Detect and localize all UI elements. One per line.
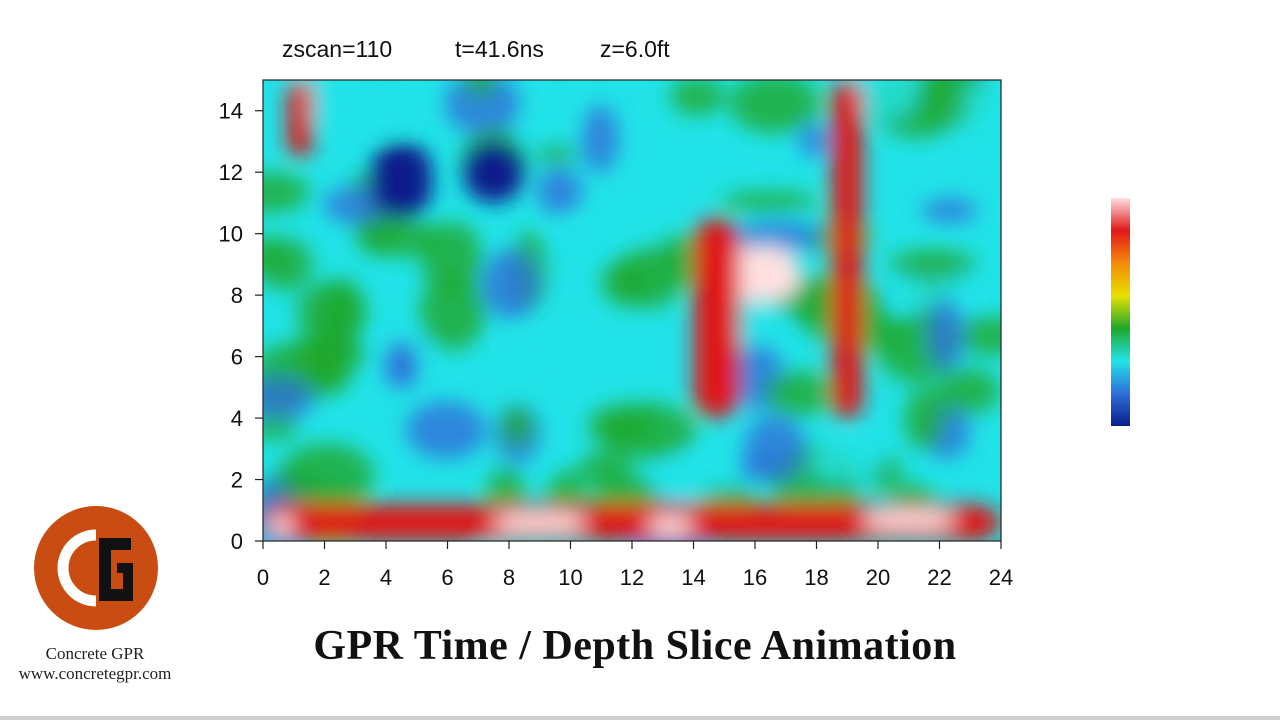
heatmap-feature-blob: [647, 516, 694, 535]
heatmap-cell: [888, 249, 977, 281]
heatmap-cell: [420, 221, 483, 294]
y-tick-label: 14: [219, 99, 243, 124]
x-tick-label: 2: [318, 565, 330, 590]
heatmap-cell: [765, 370, 831, 417]
concrete-gpr-logo: [33, 505, 159, 631]
heatmap-cell: [810, 442, 883, 483]
heatmap-cell: [904, 387, 945, 451]
x-tick-label: 22: [927, 565, 951, 590]
heatmap-plot-area: [263, 80, 1001, 541]
heatmap-cell: [297, 334, 328, 382]
y-axis: 0 2 4 6 8 10 12 14: [219, 99, 263, 554]
heatmap-cell: [444, 80, 523, 135]
heatmap-feature-blob: [493, 513, 586, 532]
heatmap-feature-blob: [370, 141, 433, 219]
heatmap-cell: [597, 402, 696, 460]
heatmap-cell: [733, 221, 822, 252]
heatmap-cell: [296, 281, 367, 345]
x-tick-label: 16: [743, 565, 767, 590]
y-tick-label: 10: [219, 222, 243, 247]
heatmap-cell: [935, 368, 1001, 415]
heatmap-cell: [263, 236, 284, 275]
x-tick-label: 20: [866, 565, 890, 590]
heatmap-cell: [487, 466, 525, 512]
heatmap-cell: [921, 198, 978, 223]
heatmap-feature-column: [693, 218, 740, 419]
heatmap-cell: [482, 249, 540, 320]
heatmap-cell: [720, 190, 818, 212]
heatmap-cell: [357, 218, 440, 258]
heatmap-cell: [405, 401, 487, 460]
heatmap-feature-blob: [269, 516, 294, 535]
heatmap-cell: [580, 105, 620, 173]
heatmap-feature-band: [263, 504, 1001, 541]
x-tick-label: 24: [989, 565, 1013, 590]
heatmap-cell: [419, 273, 486, 351]
heatmap-cell: [499, 333, 535, 364]
x-tick-label: 4: [380, 565, 392, 590]
y-tick-label: 4: [231, 406, 243, 431]
heatmap-cell: [561, 221, 604, 242]
heatmap-cell: [518, 101, 578, 145]
y-tick-label: 6: [231, 345, 243, 370]
heatmap-cell: [798, 125, 830, 156]
heatmap-feature-column: [287, 80, 313, 157]
y-tick-label: 12: [219, 160, 243, 185]
x-tick-label: 18: [804, 565, 828, 590]
heatmap-feature-blob: [462, 141, 525, 203]
heatmap-cell: [263, 172, 311, 213]
heatmap-feature-column: [831, 80, 863, 419]
x-tick-label: 0: [257, 565, 269, 590]
heatmap-cell: [743, 415, 806, 481]
brand-url[interactable]: www.concretegpr.com: [18, 664, 172, 683]
heatmap-feature-blob: [386, 341, 417, 388]
heatmap-cell: [263, 377, 315, 420]
heatmap-cell: [849, 80, 920, 120]
heatmap-cell: [301, 80, 348, 115]
x-tick-label: 10: [558, 565, 582, 590]
zscan-readout: zscan=110: [282, 36, 393, 62]
x-axis: 0 2 4 6 8 10 12 14 16 18 20 22 24: [257, 541, 1013, 590]
x-tick-label: 12: [620, 565, 644, 590]
heatmap-cell: [535, 142, 576, 164]
y-tick-label: 0: [231, 529, 243, 554]
bottom-divider: [0, 716, 1280, 720]
footer-title: GPR Time / Depth Slice Animation: [313, 623, 957, 669]
time-readout: t=41.6ns: [455, 36, 544, 62]
x-tick-label: 8: [503, 565, 515, 590]
heatmap-cell: [669, 80, 725, 116]
color-scale-bar: [1111, 198, 1130, 426]
x-tick-label: 6: [441, 565, 453, 590]
heatmap-cell: [536, 167, 583, 215]
heatmap-cell: [279, 443, 375, 509]
y-tick-label: 8: [231, 283, 243, 308]
heatmap-cell: [927, 296, 964, 371]
depth-readout: z=6.0ft: [600, 36, 670, 62]
heatmap-cell: [500, 406, 535, 448]
y-tick-label: 2: [231, 468, 243, 493]
brand-name: Concrete GPR: [45, 644, 145, 663]
heatmap-cell: [656, 235, 705, 284]
heatmap-cell: [728, 80, 821, 134]
x-tick-label: 14: [681, 565, 705, 590]
heatmap-cell: [956, 315, 1001, 356]
heatmap-feature-blob: [862, 510, 955, 529]
heatmap-cell: [340, 98, 421, 136]
heatmap-cell: [464, 80, 497, 98]
heatmap-cell: [263, 416, 300, 440]
